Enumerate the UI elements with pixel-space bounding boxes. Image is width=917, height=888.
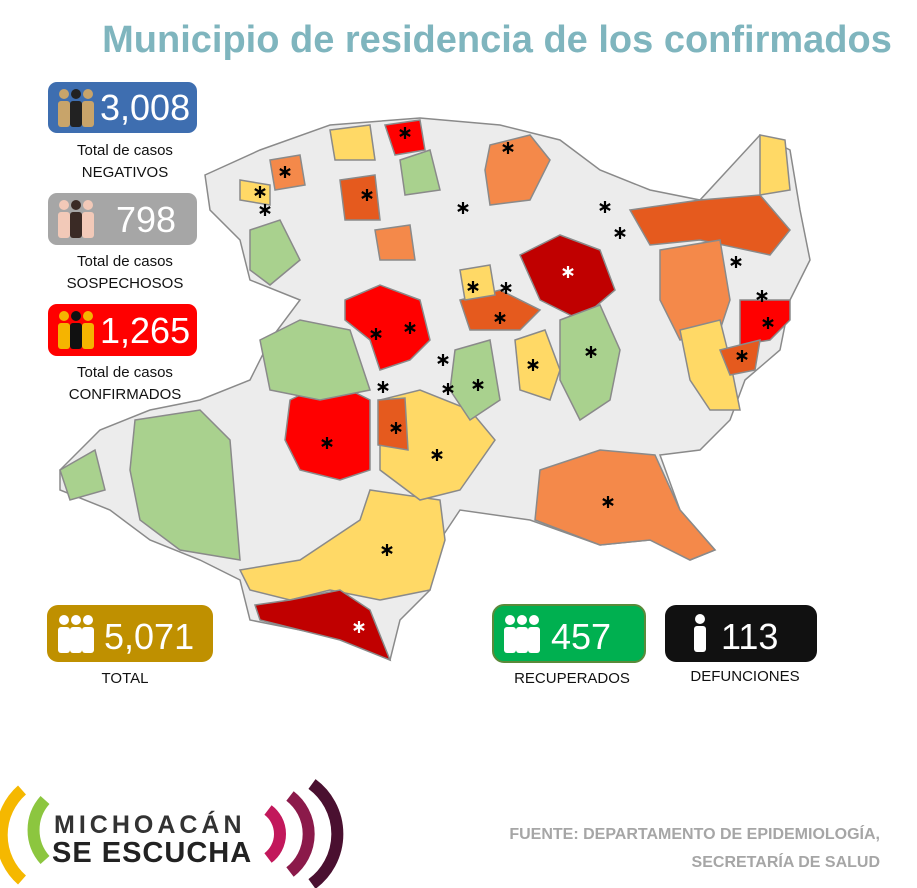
marker <box>527 361 539 369</box>
map <box>59 117 811 662</box>
label: DEFUNCIONES <box>690 668 799 685</box>
icon-head <box>59 89 69 99</box>
stat-sospechosos: 798 Total de casos SOSPECHOSOS <box>48 193 197 292</box>
marker <box>756 292 768 300</box>
people-icon <box>58 615 94 653</box>
icon-head <box>83 615 93 625</box>
stat-defunciones: 113 DEFUNCIONES <box>665 605 817 685</box>
marker <box>321 439 333 447</box>
label: Total de casos <box>77 253 173 270</box>
marker <box>361 191 373 199</box>
icon-head <box>517 615 527 625</box>
label: CONFIRMADOS <box>69 386 182 403</box>
icon-body <box>70 101 82 127</box>
icon-head <box>505 615 515 625</box>
icon-body <box>58 627 70 653</box>
marker <box>390 424 402 432</box>
stat-total: 5,071 TOTAL <box>47 605 213 687</box>
icon-head <box>71 311 81 321</box>
icon-body <box>82 323 94 349</box>
icon-body <box>82 212 94 238</box>
value: 798 <box>116 199 176 240</box>
stat-confirmados: 1,265 Total de casos CONFIRMADOS <box>48 304 197 403</box>
icon-body <box>70 627 82 653</box>
marker <box>562 268 574 276</box>
value: 5,071 <box>104 616 194 657</box>
marker <box>614 229 626 237</box>
icon-head <box>71 200 81 210</box>
marker <box>442 385 454 393</box>
icon-body <box>82 627 94 653</box>
logo-text: MICHOACÁN <box>54 810 246 839</box>
label: NEGATIVOS <box>82 164 168 181</box>
marker <box>730 258 742 266</box>
icon-body <box>58 323 70 349</box>
people-icon <box>58 89 94 127</box>
marker <box>467 283 479 291</box>
marker <box>762 319 774 327</box>
marker <box>500 284 512 292</box>
icon-head <box>83 200 93 210</box>
title: Municipio de residencia de los confirmad… <box>102 19 892 61</box>
marker <box>472 381 484 389</box>
icon-body <box>58 212 70 238</box>
value: 113 <box>721 616 778 657</box>
value: 457 <box>551 616 611 657</box>
value: 3,008 <box>100 87 190 128</box>
icon-head <box>529 615 539 625</box>
logo-text: SE ESCUCHA <box>52 837 252 869</box>
marker <box>254 188 266 196</box>
marker <box>279 168 291 176</box>
marker <box>399 129 411 137</box>
marker <box>259 206 271 214</box>
icon-body <box>516 627 528 653</box>
icon-head <box>83 311 93 321</box>
people-icon <box>58 200 94 238</box>
marker <box>602 498 614 506</box>
icon-head <box>71 615 81 625</box>
marker <box>457 204 469 212</box>
marker <box>585 348 597 356</box>
label: Total de casos <box>77 142 173 159</box>
label: TOTAL <box>102 670 149 687</box>
icon-head <box>59 200 69 210</box>
label: RECUPERADOS <box>514 670 630 687</box>
marker <box>370 330 382 338</box>
label: SOSPECHOSOS <box>67 275 184 292</box>
label: Total de casos <box>77 364 173 381</box>
icon-body <box>70 323 82 349</box>
people-icon <box>504 615 540 653</box>
marker <box>494 314 506 322</box>
icon-body <box>70 212 82 238</box>
case-markers <box>254 127 774 633</box>
marker <box>353 623 365 631</box>
marker <box>736 352 748 360</box>
people-icon <box>58 311 94 349</box>
icon-head <box>71 89 81 99</box>
logo: MICHOACÁN SE ESCUCHA <box>0 779 344 888</box>
stat-recuperados: 457 RECUPERADOS <box>492 604 646 687</box>
marker <box>437 356 449 364</box>
marker <box>431 451 443 459</box>
icon-head <box>59 615 69 625</box>
marker <box>599 203 611 211</box>
icon-head <box>59 311 69 321</box>
marker <box>404 324 416 332</box>
icon-body <box>504 627 516 653</box>
icon-head <box>83 89 93 99</box>
marker <box>377 383 389 391</box>
source: FUENTE: DEPARTAMENTO DE EPIDEMIOLOGÍA, <box>509 824 880 843</box>
value: 1,265 <box>100 310 190 351</box>
marker <box>502 144 514 152</box>
icon-body <box>528 627 540 653</box>
source: SECRETARÍA DE SALUD <box>692 852 880 871</box>
icon-body <box>82 101 94 127</box>
marker <box>381 546 393 554</box>
stat-negativos: 3,008 Total de casos NEGATIVOS <box>48 82 197 181</box>
icon-body <box>58 101 70 127</box>
